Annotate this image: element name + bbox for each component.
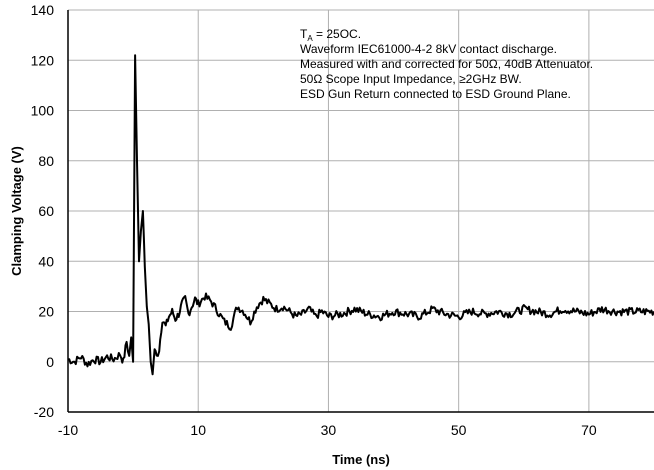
x-tick-label: 10 xyxy=(190,422,206,438)
y-axis-title: Clamping Voltage (V) xyxy=(9,146,24,276)
annotation-block: TA = 25OC. Waveform IEC61000-4-2 8kV con… xyxy=(300,27,593,101)
x-tick-labels: -10 10 30 50 70 xyxy=(58,422,597,438)
y-tick-label: 60 xyxy=(38,203,54,219)
series-line xyxy=(68,54,654,376)
annotation-line-5: ESD Gun Return connected to ESD Ground P… xyxy=(300,87,571,101)
y-tick-labels: -20 0 20 40 60 80 100 120 140 xyxy=(31,2,55,420)
annotation-temp: = 25OC. xyxy=(313,27,361,41)
annotation-line-4: 50Ω Scope Input Impedance, ≥2GHz BW. xyxy=(300,72,522,86)
y-tick-label: 40 xyxy=(38,253,54,269)
y-tick-label: 80 xyxy=(38,153,54,169)
annotation-line-2: Waveform IEC61000-4-2 8kV contact discha… xyxy=(300,42,557,56)
y-tick-label: -20 xyxy=(34,404,54,420)
y-tick-label: 120 xyxy=(31,52,55,68)
x-tick-label: 70 xyxy=(581,422,597,438)
x-tick-label: 50 xyxy=(451,422,467,438)
y-tick-label: 0 xyxy=(46,354,54,370)
annotation-t: T xyxy=(300,27,308,41)
annotation-line-1: TA = 25OC. xyxy=(300,27,361,43)
annotation-subscript: A xyxy=(307,34,313,43)
x-tick-label: -10 xyxy=(58,422,78,438)
x-tick-label: 30 xyxy=(321,422,337,438)
annotation-line-3: Measured with and corrected for 50Ω, 40d… xyxy=(300,57,593,71)
y-tick-label: 140 xyxy=(31,2,55,18)
y-tick-label: 100 xyxy=(31,103,55,119)
x-axis-title: Time (ns) xyxy=(332,452,390,467)
y-tick-label: 20 xyxy=(38,304,54,320)
